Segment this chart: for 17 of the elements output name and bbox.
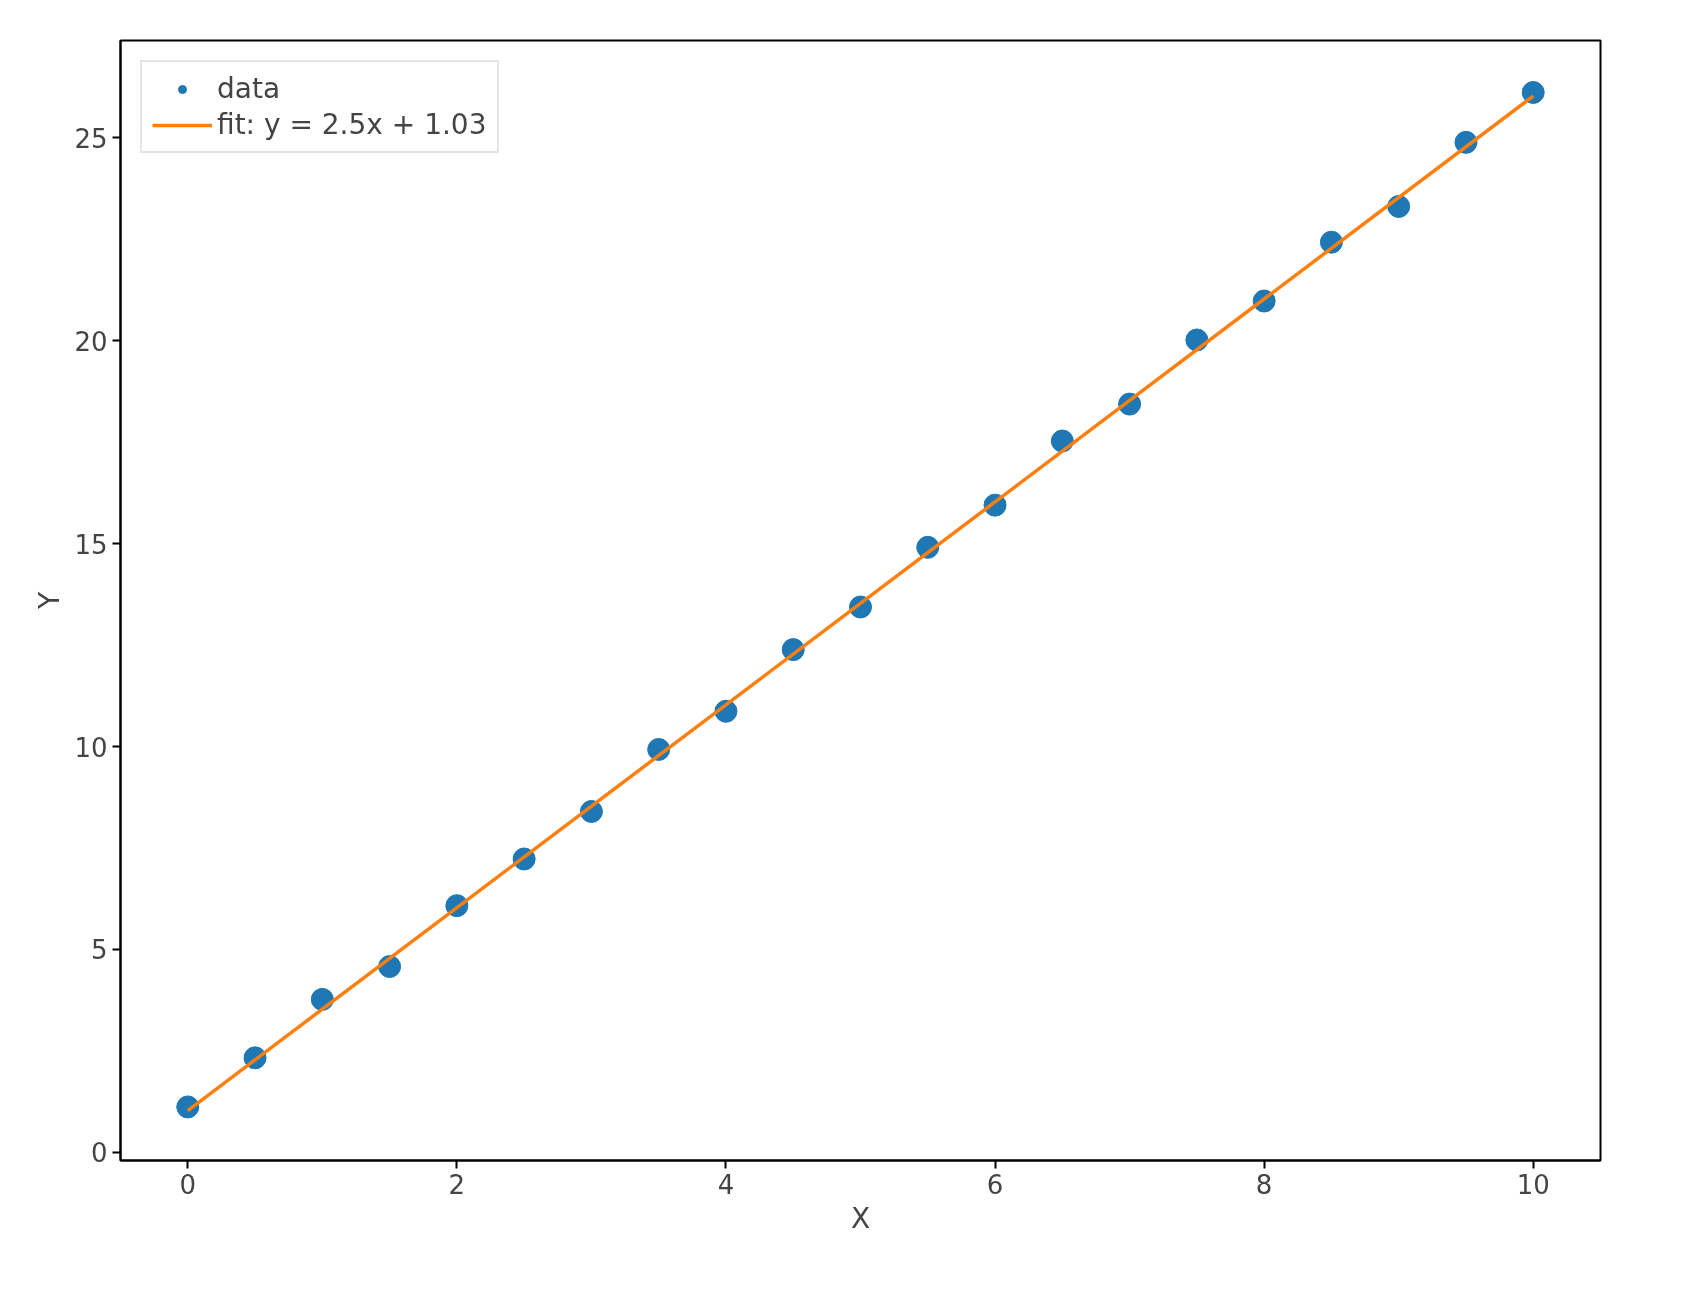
y-tick-label: 0 xyxy=(90,1138,108,1169)
legend-label: data xyxy=(217,72,281,105)
x-tick-label: 4 xyxy=(717,1169,735,1200)
x-tick-label: 6 xyxy=(986,1169,1004,1200)
x-tick-label: 10 xyxy=(1516,1169,1550,1200)
y-tick-label: 20 xyxy=(74,326,108,357)
y-tick-label: 15 xyxy=(74,529,108,560)
x-tick-label: 8 xyxy=(1255,1169,1273,1200)
x-tick-label: 0 xyxy=(179,1169,197,1200)
y-tick-label: 10 xyxy=(74,732,108,763)
x-tick-label: 2 xyxy=(448,1169,466,1200)
point xyxy=(1521,80,1545,104)
y-tick-label: 5 xyxy=(90,935,108,966)
y-tick-label: 25 xyxy=(74,123,108,154)
legend-label: fit: y = 2.5x + 1.03 xyxy=(217,108,487,141)
y-axis-title: Y xyxy=(33,591,67,611)
x-axis-title: X xyxy=(850,1201,871,1235)
